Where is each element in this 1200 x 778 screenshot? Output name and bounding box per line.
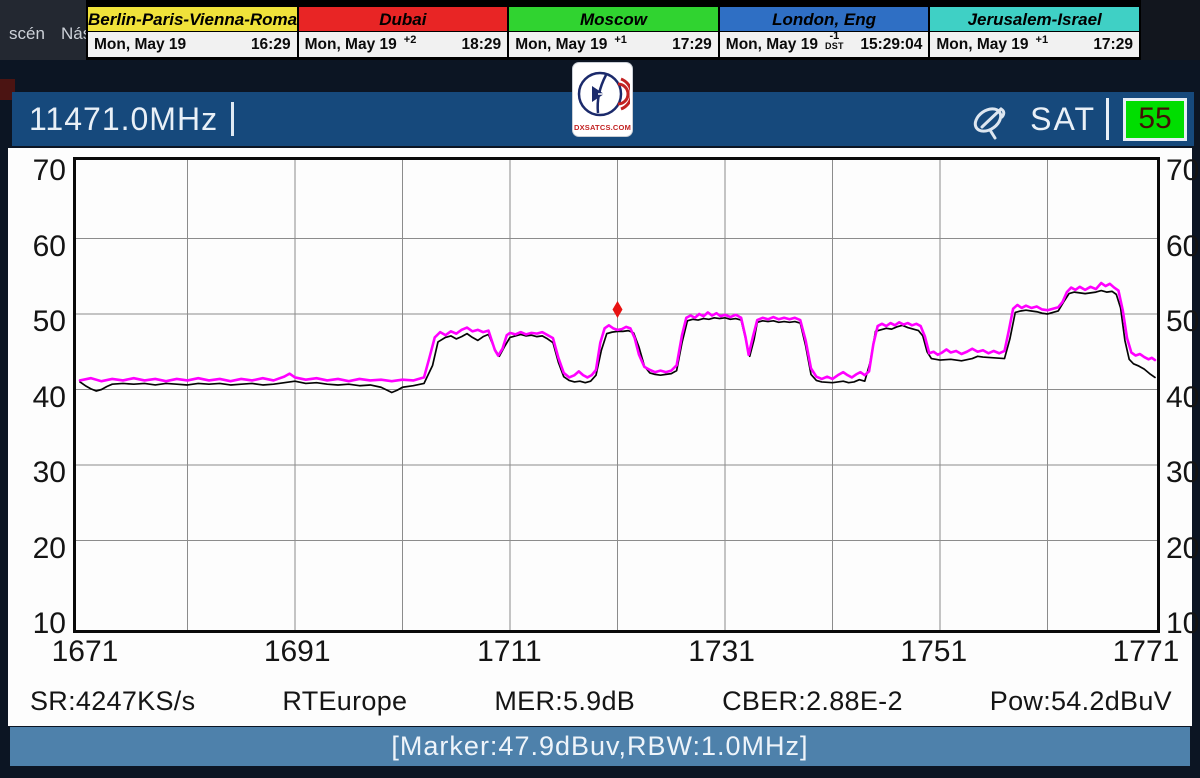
- clock-panel-jerusalem: Jerusalem-Israel Mon, May 19 +1 17:29: [928, 7, 1139, 58]
- clock-tz-label: DST: [824, 40, 844, 51]
- clock-panel-london: London, Eng Mon, May 19 -1 DST 15:29:04: [717, 7, 929, 58]
- clock-date: Mon, May 19: [94, 35, 187, 53]
- dxsatcs-logo: DXSATCS.COM: [572, 62, 633, 137]
- clock-city-label: Jerusalem-Israel: [930, 7, 1139, 32]
- clock-panel-berlin: Berlin-Paris-Vienna-Roma Mon, May 19 16:…: [88, 7, 297, 58]
- status-symbol-rate: SR:4247KS/s: [30, 685, 196, 716]
- spectrum-chart-panel: [8, 148, 1192, 726]
- clock-tz-offset: +1: [614, 34, 627, 46]
- menu-item-nas[interactable]: Nás: [61, 24, 92, 43]
- satellite-dish-logo-graphic: [577, 71, 630, 117]
- clock-city-label: London, Eng: [719, 7, 929, 32]
- clock-date: Mon, May 19: [725, 35, 818, 53]
- menu-item-scen[interactable]: scén: [9, 24, 45, 43]
- status-bar: SR:4247KS/s RTEurope MER:5.9dB CBER:2.88…: [8, 684, 1192, 718]
- sat-label: SAT: [1030, 100, 1096, 137]
- clock-panel-dubai: Dubai Mon, May 19 +2 18:29: [296, 7, 508, 58]
- top-strip: scén Nás Berlin-Paris-Vienna-Roma Mon, M…: [0, 0, 1200, 60]
- clock-tz-offset: -1: [829, 29, 840, 42]
- logo-text: DXSATCS.COM: [573, 123, 632, 132]
- frequency-value: 11471.0MHz: [29, 100, 219, 137]
- status-cber: CBER:2.88E-2: [722, 685, 903, 716]
- clock-tz-offset: +1: [1035, 34, 1049, 46]
- world-clock-bar: Berlin-Paris-Vienna-Roma Mon, May 19 16:…: [86, 0, 1141, 60]
- background-window-fragment: [0, 79, 15, 100]
- clock-time: 18:29: [461, 35, 502, 53]
- clock-panel-moscow: Moscow Mon, May 19 +1 17:29: [507, 7, 718, 58]
- marker-readout: [Marker:47.9dBuv,RBW:1.0MHz]: [391, 731, 809, 761]
- clock-date: Mon, May 19: [304, 35, 397, 53]
- frequency-display[interactable]: 11471.0MHz: [12, 100, 235, 138]
- marker-bar: [Marker:47.9dBuv,RBW:1.0MHz]: [10, 727, 1190, 766]
- max-hold-trace: [78, 281, 1157, 383]
- clock-city-label: Moscow: [509, 7, 718, 32]
- live-trace: [79, 289, 1156, 394]
- status-network-name: RTEurope: [282, 685, 408, 716]
- clock-time: 15:29:04: [860, 35, 923, 53]
- text-cursor: [231, 102, 235, 136]
- plot-border: [73, 157, 1160, 633]
- status-mer: MER:5.9dB: [494, 685, 636, 716]
- clock-date: Mon, May 19: [936, 35, 1029, 53]
- signal-level-box: 55: [1123, 97, 1187, 141]
- background-app-menu: scén Nás: [0, 0, 91, 60]
- status-power: Pow:54.2dBuV: [989, 685, 1172, 716]
- clock-city-label: Dubai: [298, 7, 508, 32]
- clock-time: 17:29: [672, 35, 712, 53]
- signal-level-value: 55: [1138, 102, 1172, 135]
- clock-time: 16:29: [250, 35, 291, 53]
- clock-time: 17:29: [1093, 35, 1133, 53]
- clock-date: Mon, May 19: [515, 35, 608, 53]
- header-divider: [1106, 98, 1109, 140]
- satellite-dish-icon: [973, 107, 1006, 140]
- spectrum-plot[interactable]: [76, 160, 1157, 630]
- marker-diamond[interactable]: [612, 300, 623, 318]
- clock-tz-offset: +2: [403, 34, 417, 46]
- clock-city-label: Berlin-Paris-Vienna-Roma: [88, 7, 297, 32]
